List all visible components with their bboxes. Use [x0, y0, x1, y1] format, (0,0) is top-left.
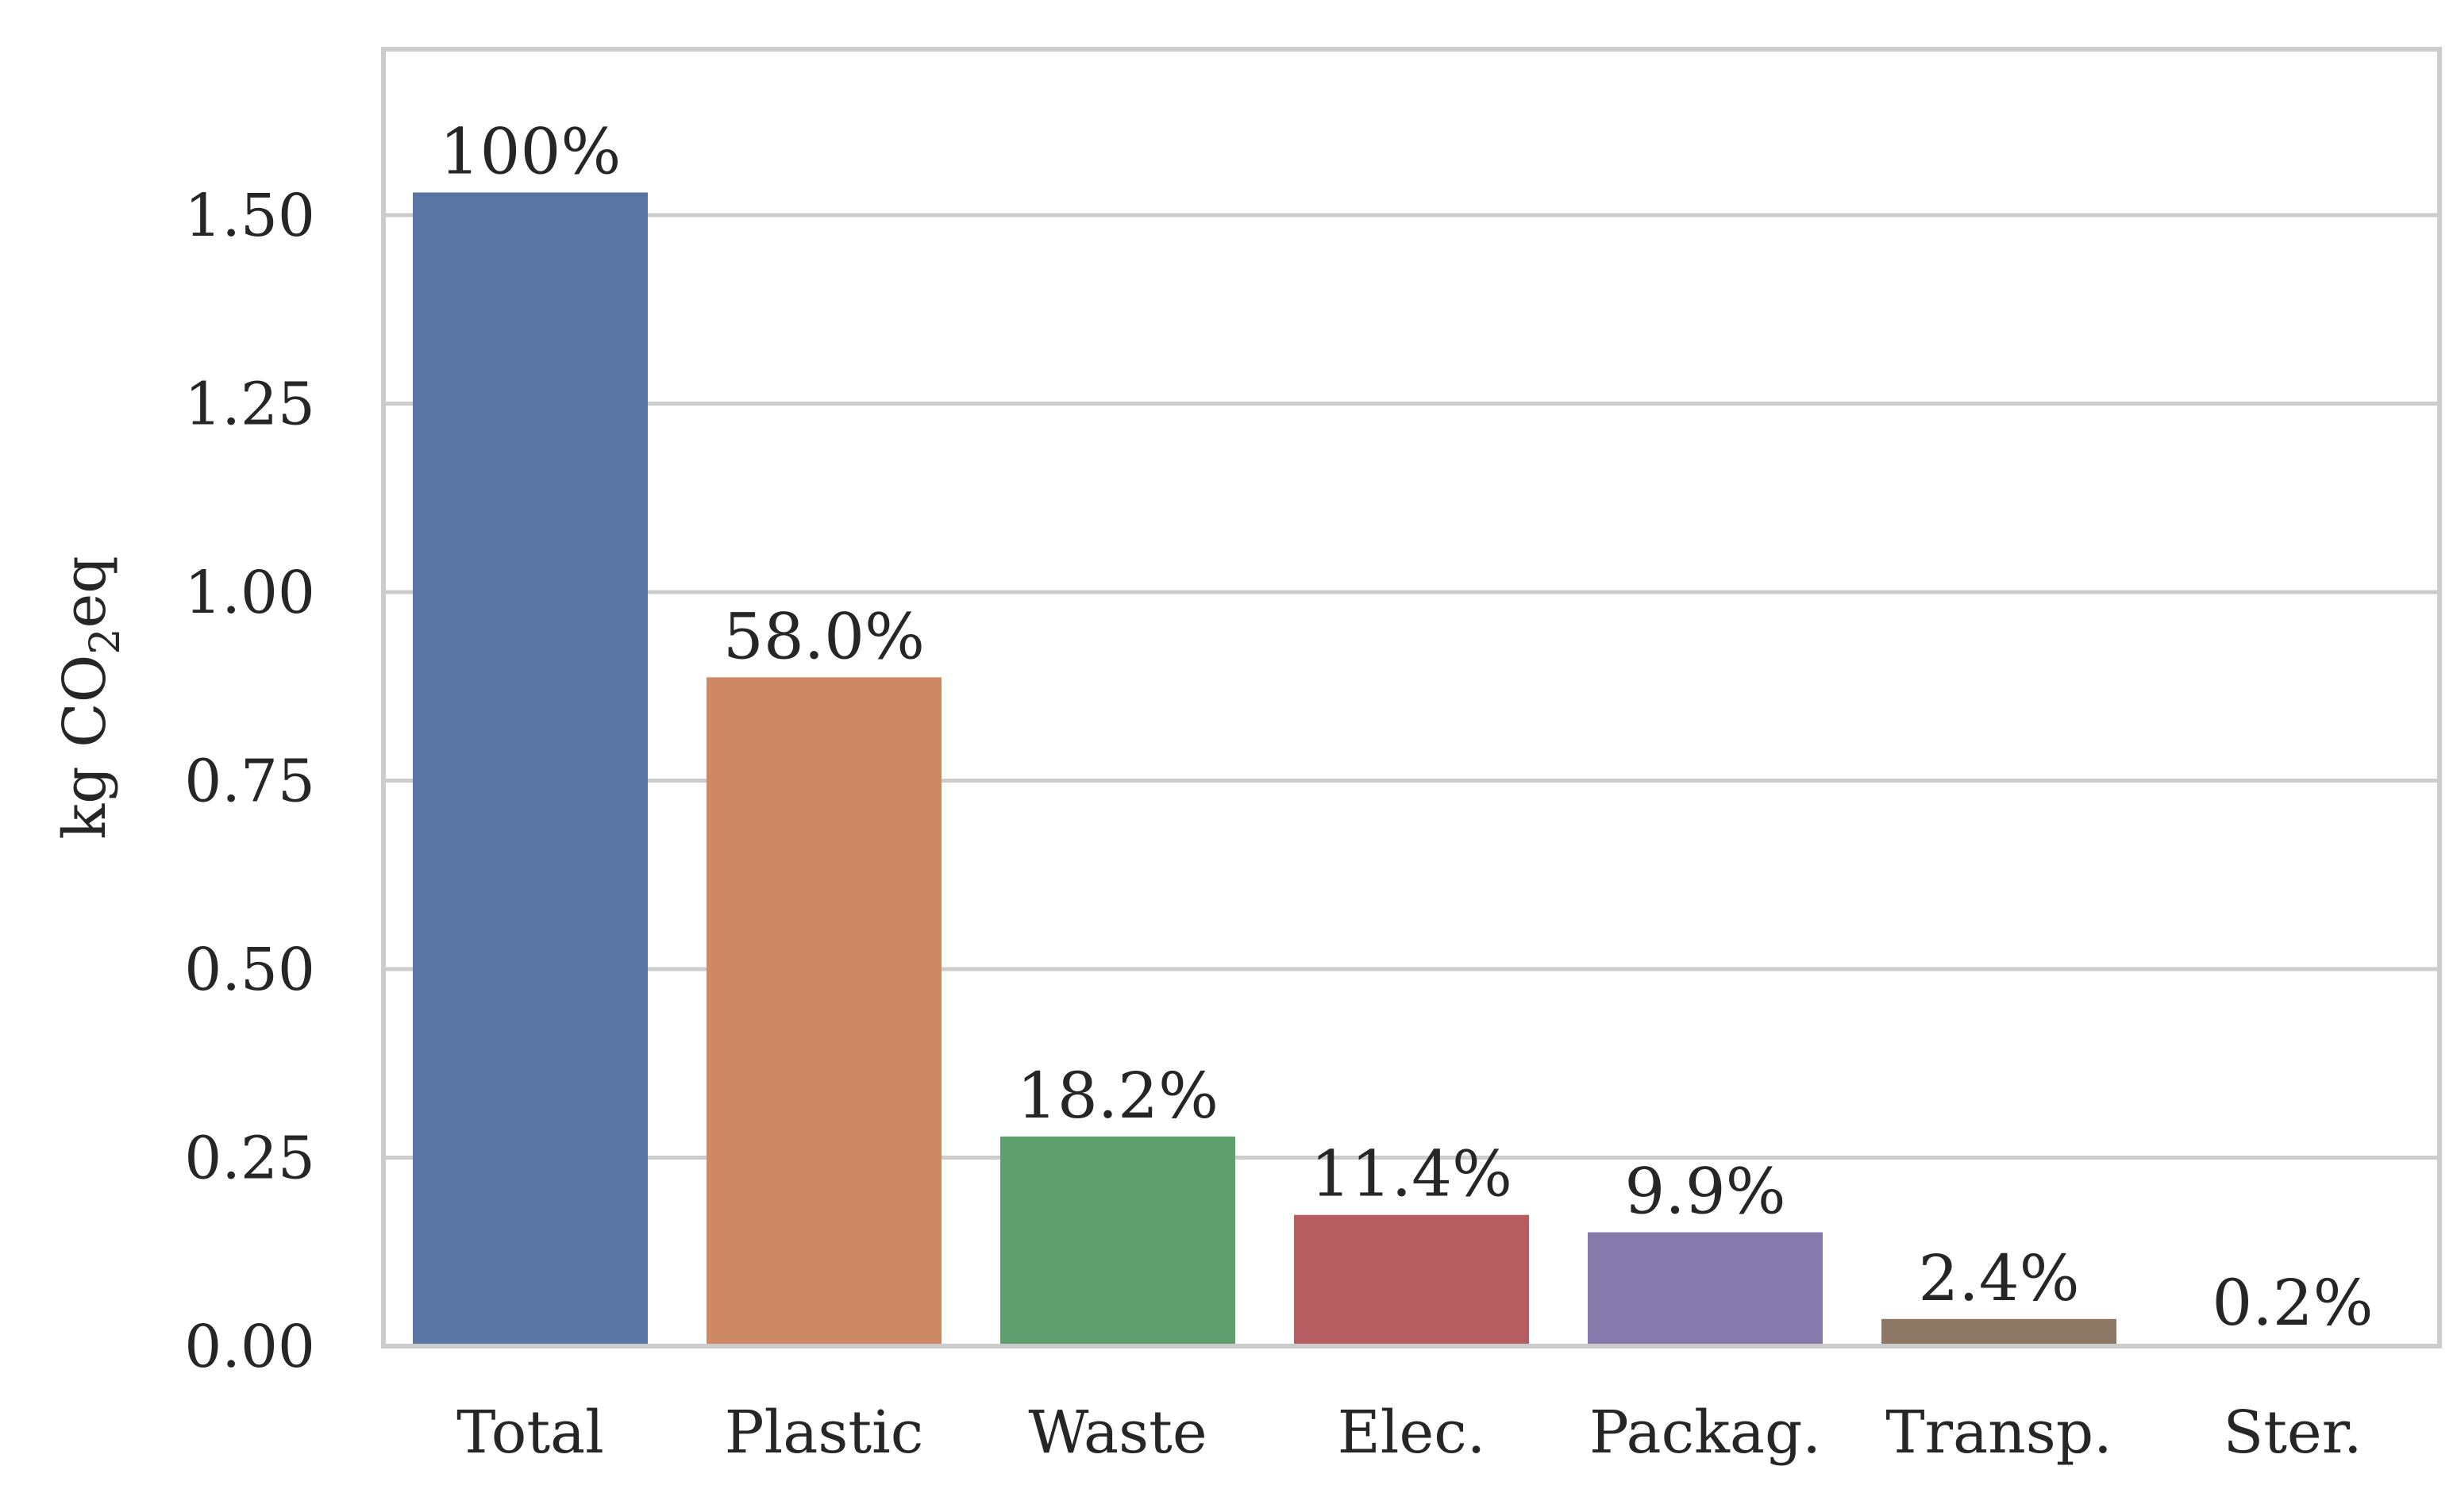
y-tick-label: 1.50 [184, 182, 315, 250]
data-label: 58.0% [723, 599, 925, 673]
x-tick-label: Waste [1028, 1399, 1207, 1467]
data-label: 9.9% [1624, 1155, 1785, 1229]
data-label: 11.4% [1311, 1137, 1512, 1211]
y-tick-labels: 0.00 0.25 0.50 0.75 1.00 1.25 1.50 [184, 182, 315, 1381]
data-label: 100% [440, 115, 622, 189]
y-tick-label: 1.00 [184, 559, 315, 627]
y-tick-label: 0.25 [184, 1125, 315, 1193]
y-axis-label-suffix: eq [51, 556, 119, 628]
plot-frame [381, 47, 2442, 1348]
bar-plastic [707, 677, 942, 1346]
x-tick-label: Total [456, 1399, 604, 1467]
x-tick-label: Plastic [725, 1399, 923, 1467]
data-label: 2.4% [1918, 1241, 2079, 1315]
bars [413, 192, 2410, 1346]
data-label: 18.2% [1017, 1059, 1219, 1133]
bar-transp [1881, 1318, 2116, 1346]
y-axis-label-subscript: 2 [82, 629, 129, 655]
y-axis-label: kg CO2eq [51, 556, 129, 839]
y-tick-label: 0.00 [184, 1313, 315, 1381]
x-tick-label: Transp. [1885, 1399, 2112, 1467]
bar-total [413, 192, 648, 1346]
bar-packag [1588, 1232, 1823, 1346]
x-tick-label: Ster. [2224, 1399, 2363, 1467]
bar-waste [1000, 1136, 1235, 1346]
data-labels: 100% 58.0% 18.2% 11.4% 9.9% 2.4% 0.2% [440, 115, 2374, 1341]
bar-elec [1294, 1214, 1529, 1346]
y-axis-label-main: kg CO [51, 655, 119, 840]
y-tick-label: 0.50 [184, 936, 315, 1004]
data-label: 0.2% [2212, 1266, 2373, 1340]
y-tick-label: 1.25 [184, 371, 315, 439]
y-tick-label: 0.75 [184, 748, 315, 816]
x-tick-label: Packag. [1589, 1399, 1821, 1467]
x-tick-label: Elec. [1338, 1399, 1485, 1467]
x-tick-labels: Total Plastic Waste Elec. Packag. Transp. Ster… [456, 1399, 2362, 1467]
